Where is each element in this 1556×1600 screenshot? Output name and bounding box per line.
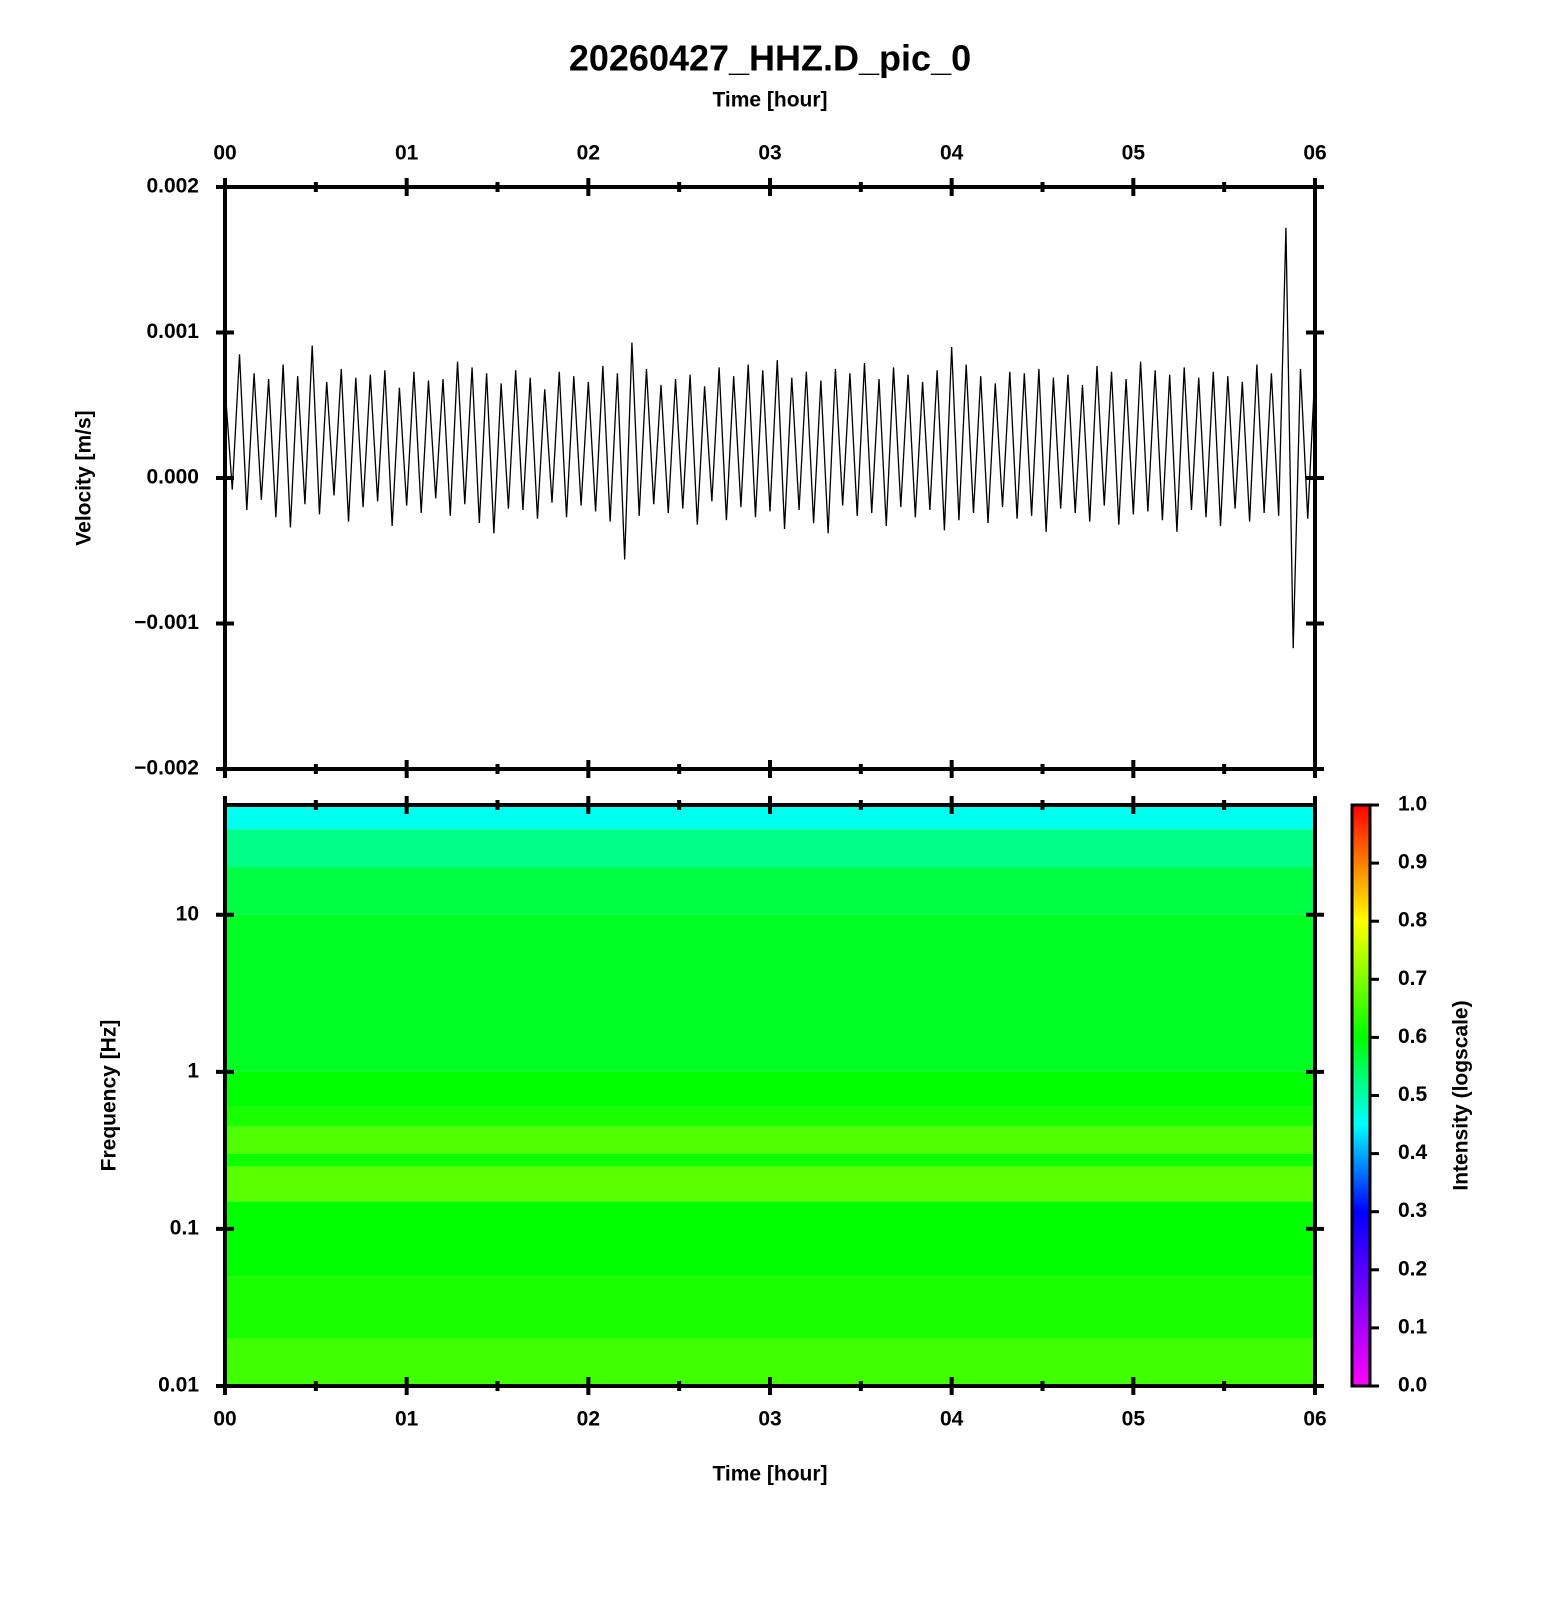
heatmap-band <box>225 1166 1315 1202</box>
heatmap-band <box>225 1201 1315 1277</box>
colorbar-tick-label: 0.4 <box>1398 1141 1428 1164</box>
colorbar-tick-label: 0.5 <box>1398 1083 1428 1106</box>
heatmap-band <box>225 1126 1315 1154</box>
y-tick-label: 0.002 <box>146 175 199 198</box>
x-axis-label: Time [hour] <box>712 1463 827 1486</box>
x-tick-label: 06 <box>1303 1408 1326 1431</box>
y-tick-label: −0.001 <box>134 611 199 634</box>
y-tick-label: 0.1 <box>170 1216 200 1239</box>
x-tick-label: 00 <box>213 142 236 165</box>
chart-title: 20260427_HHZ.D_pic_0 <box>569 38 971 79</box>
colorbar-tick-label: 0.6 <box>1398 1025 1427 1048</box>
y-tick-label: 0.000 <box>146 466 199 489</box>
x-tick-label: 02 <box>577 1408 600 1431</box>
colorbar-tick-label: 0.2 <box>1398 1257 1427 1280</box>
colorbar-tick-label: 0.7 <box>1398 967 1427 990</box>
x-tick-label: 06 <box>1303 142 1326 165</box>
y-axis-label: Frequency [Hz] <box>98 1020 121 1172</box>
heatmap-band <box>225 1276 1315 1339</box>
colorbar-tick-label: 1.0 <box>1398 793 1427 816</box>
heatmap-band <box>225 1106 1315 1127</box>
heatmap-band <box>225 914 1315 1072</box>
heatmap-band <box>225 1153 1315 1167</box>
y-axis-label: Velocity [m/s] <box>73 410 96 545</box>
y-tick-label: 0.01 <box>158 1374 199 1397</box>
x-tick-label: 01 <box>395 1408 419 1431</box>
plot-frame <box>223 185 1317 771</box>
x-tick-label: 04 <box>940 142 964 165</box>
colorbar-tick-label: 0.8 <box>1398 909 1428 932</box>
colorbar-tick-label: 0.0 <box>1398 1374 1427 1397</box>
colorbar-tick-label: 0.1 <box>1398 1315 1428 1338</box>
colorbar <box>1350 803 1372 1388</box>
y-tick-label: 0.001 <box>146 320 199 343</box>
x-tick-label: 02 <box>577 142 600 165</box>
heatmap-band <box>225 1071 1315 1107</box>
x-tick-label: 05 <box>1122 1408 1146 1431</box>
colorbar-tick-label: 0.3 <box>1398 1199 1427 1222</box>
x-tick-label: 01 <box>395 142 419 165</box>
x-tick-label: 04 <box>940 1408 964 1431</box>
heatmap-band <box>225 867 1315 915</box>
waveform <box>224 227 1316 649</box>
x-tick-label: 03 <box>758 142 781 165</box>
x-tick-label: 05 <box>1122 142 1146 165</box>
colorbar-tick-label: 0.9 <box>1398 851 1427 874</box>
x-tick-label: 03 <box>758 1408 781 1431</box>
x-tick-label: 00 <box>213 1408 236 1431</box>
colorbar-label: Intensity (logscale) <box>1450 1000 1473 1190</box>
y-tick-label: 1 <box>187 1059 199 1082</box>
y-tick-label: −0.002 <box>134 757 199 780</box>
y-tick-label: 10 <box>176 902 199 925</box>
heatmap-band <box>225 829 1315 868</box>
x-axis-label: Time [hour] <box>712 89 827 112</box>
